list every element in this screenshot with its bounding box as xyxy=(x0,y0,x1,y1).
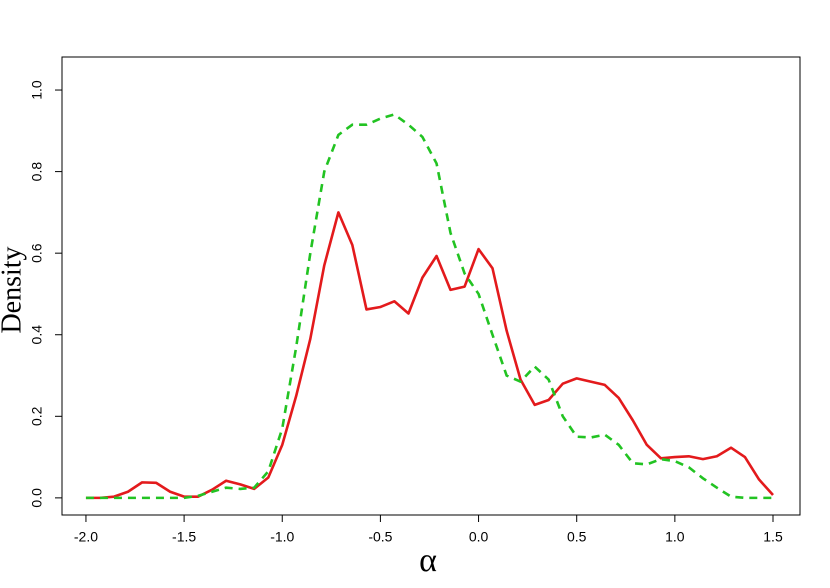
plot-frame xyxy=(61,56,801,516)
y-tick-label: 0.4 xyxy=(29,325,45,345)
x-tick-label: 1.0 xyxy=(665,529,685,545)
x-axis-label: α xyxy=(419,542,437,579)
y-tick-label: 0.8 xyxy=(29,162,45,182)
y-axis-label: Density xyxy=(0,246,27,333)
y-tick-label: 1.0 xyxy=(29,80,45,100)
x-tick-label: -0.5 xyxy=(368,529,392,545)
y-tick-label: 0.6 xyxy=(29,243,45,263)
x-tick-label: 0.5 xyxy=(567,529,587,545)
series-line xyxy=(85,113,774,500)
y-tick-label: 0.2 xyxy=(29,406,45,426)
x-tick-label: -1.5 xyxy=(172,529,196,545)
series-line xyxy=(85,211,774,500)
x-tick-label: -2.0 xyxy=(74,529,98,545)
y-tick-label: 0.0 xyxy=(29,488,45,508)
x-tick-label: 1.5 xyxy=(763,529,783,545)
x-tick-label: -1.0 xyxy=(270,529,294,545)
x-tick-label: 0.0 xyxy=(469,529,489,545)
